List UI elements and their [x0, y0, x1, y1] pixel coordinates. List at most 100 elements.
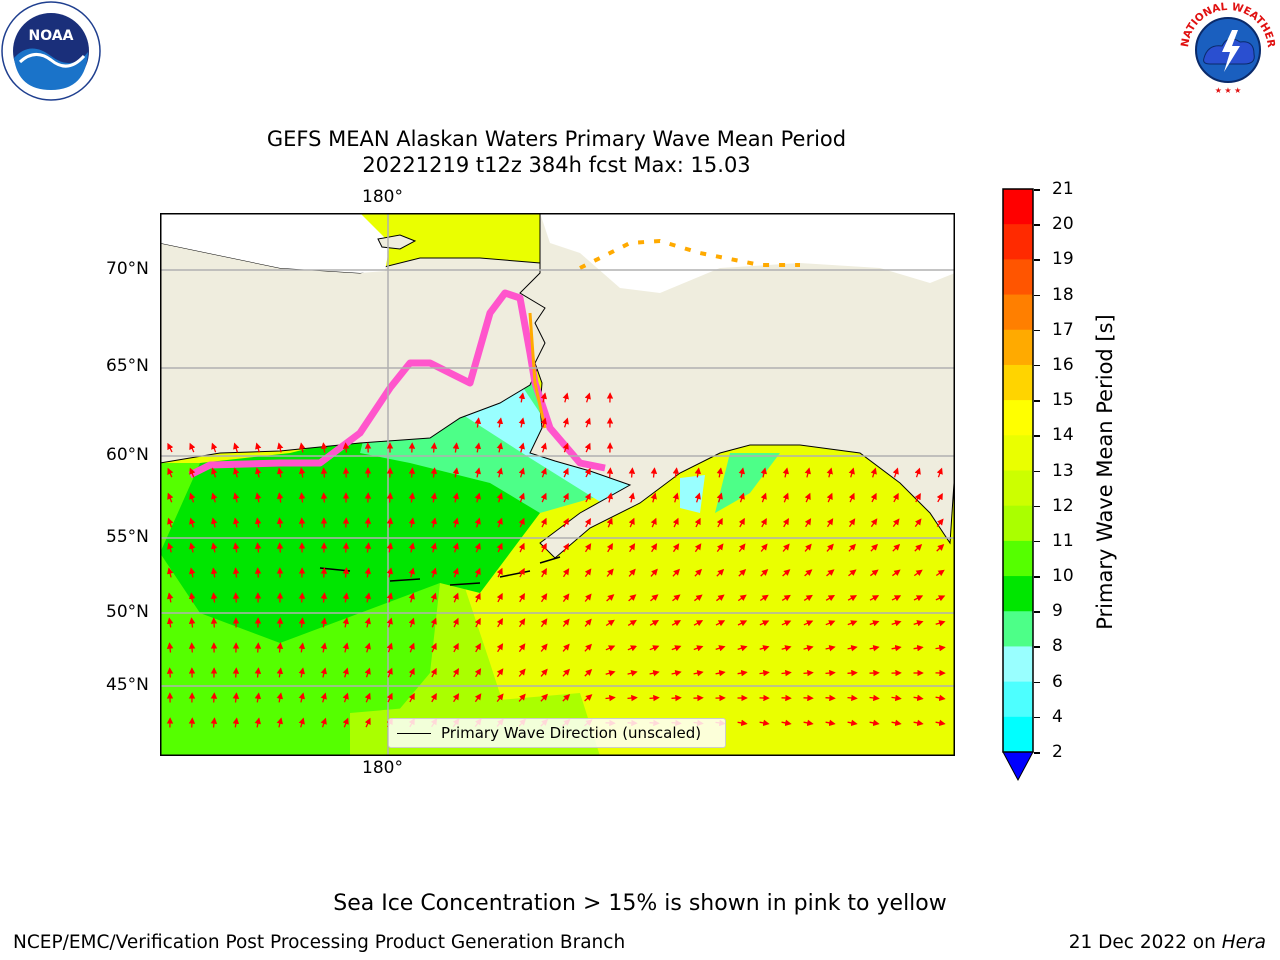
wave-arrow: [671, 645, 682, 652]
wave-arrow: [628, 517, 635, 528]
wave-arrow: [672, 467, 680, 478]
wave-arrow: [936, 544, 945, 552]
wave-arrow: [474, 517, 481, 528]
colorbar-band: [1003, 400, 1033, 436]
wave-arrow: [759, 669, 770, 677]
wave-arrow: [825, 620, 836, 627]
wave-arrow: [518, 542, 525, 553]
wave-arrow: [760, 569, 769, 577]
wave-arrow: [276, 717, 283, 728]
wave-arrow: [826, 467, 833, 478]
wave-arrow: [342, 717, 349, 728]
wave-arrow: [782, 543, 790, 552]
wave-arrow: [672, 492, 679, 503]
wave-arrow: [408, 567, 415, 578]
wave-arrow: [188, 717, 196, 728]
wave-arrow: [474, 542, 481, 553]
colorbar-band: [1003, 540, 1033, 577]
wave-arrow: [518, 517, 525, 528]
lon-label-bottom: 180°: [362, 758, 403, 778]
wave-arrow: [781, 719, 792, 727]
colorbar-tick-label: 13: [1052, 460, 1074, 481]
colorbar-tick-mark: [1034, 259, 1040, 261]
wave-arrow: [210, 692, 218, 703]
wave-arrow: [277, 442, 284, 453]
colorbar-band: [1003, 224, 1033, 260]
wave-arrow: [848, 467, 855, 478]
wave-arrow: [518, 567, 525, 578]
wave-arrow: [847, 669, 858, 677]
wave-arrow: [386, 617, 393, 628]
wave-arrow: [892, 492, 899, 503]
legend-line-swatch: [397, 732, 431, 734]
wave-arrow: [452, 467, 460, 478]
wave-arrow: [804, 492, 811, 503]
wave-arrow: [737, 645, 748, 652]
wave-arrow: [211, 492, 218, 503]
wave-arrow: [694, 467, 702, 478]
wave-arrow: [364, 717, 371, 728]
colorbar-tick-label: 19: [1052, 249, 1074, 270]
colorbar-tick-label: 8: [1052, 636, 1063, 657]
wave-arrow: [540, 542, 547, 553]
wave-arrow: [804, 467, 811, 478]
footer-left: NCEP/EMC/Verification Post Processing Pr…: [13, 932, 626, 953]
wave-arrow: [562, 568, 570, 578]
wave-arrow: [892, 518, 900, 527]
wave-arrow: [671, 620, 682, 627]
land-siberia-north: [160, 213, 390, 273]
wave-arrow: [650, 467, 658, 478]
wave-arrow: [298, 592, 306, 603]
wave-arrow: [562, 693, 571, 702]
wave-arrow: [892, 569, 901, 577]
wave-arrow: [627, 670, 638, 677]
wave-arrow: [474, 668, 482, 678]
wave-arrow: [671, 694, 682, 702]
wave-arrow: [584, 568, 592, 577]
wave-arrow: [759, 645, 770, 652]
wave-arrow: [782, 492, 789, 503]
wave-arrow: [671, 669, 682, 677]
wave-arrow: [605, 619, 615, 627]
wave-arrow: [826, 492, 833, 503]
wave-arrow: [210, 617, 218, 628]
wave-arrow: [716, 594, 725, 602]
wave-arrow: [298, 517, 306, 528]
wave-arrow: [562, 517, 569, 528]
wave-arrow: [320, 442, 328, 453]
wave-arrow: [452, 617, 459, 628]
wave-arrow: [605, 670, 616, 677]
colorbar-band: [1003, 329, 1033, 366]
colorbar-band: [1003, 716, 1033, 753]
wave-arrow: [737, 620, 748, 627]
wave-arrow: [474, 617, 481, 628]
wave-arrow: [803, 620, 814, 627]
wave-arrow: [935, 620, 946, 627]
wave-arrow: [518, 442, 525, 453]
wave-arrow: [167, 542, 174, 553]
wave-arrow: [430, 467, 438, 478]
wave-arrow: [606, 568, 614, 577]
wave-arrow: [364, 642, 371, 653]
wave-arrow: [914, 543, 923, 552]
wave-arrow: [584, 618, 592, 627]
wave-arrow: [233, 442, 240, 453]
wave-arrow: [628, 568, 636, 577]
wave-arrow: [716, 517, 723, 528]
wave-arrow: [738, 492, 745, 503]
wave-arrow: [386, 692, 393, 703]
colorbar-tick-label: 20: [1052, 214, 1074, 235]
wave-arrow: [452, 567, 459, 578]
colorbar-tick-label: 9: [1052, 601, 1063, 622]
wave-arrow: [606, 594, 615, 602]
wave-arrow: [496, 467, 503, 478]
wave-arrow: [869, 694, 880, 702]
colorbar-bands: [1003, 189, 1033, 753]
wave-arrow: [320, 717, 327, 728]
wave-arrow: [189, 467, 196, 478]
wave-arrow: [825, 669, 836, 677]
wave-arrow: [298, 467, 306, 478]
wave-arrow: [364, 692, 371, 703]
wave-arrow: [870, 518, 878, 528]
colorbar-band: [1003, 611, 1033, 647]
